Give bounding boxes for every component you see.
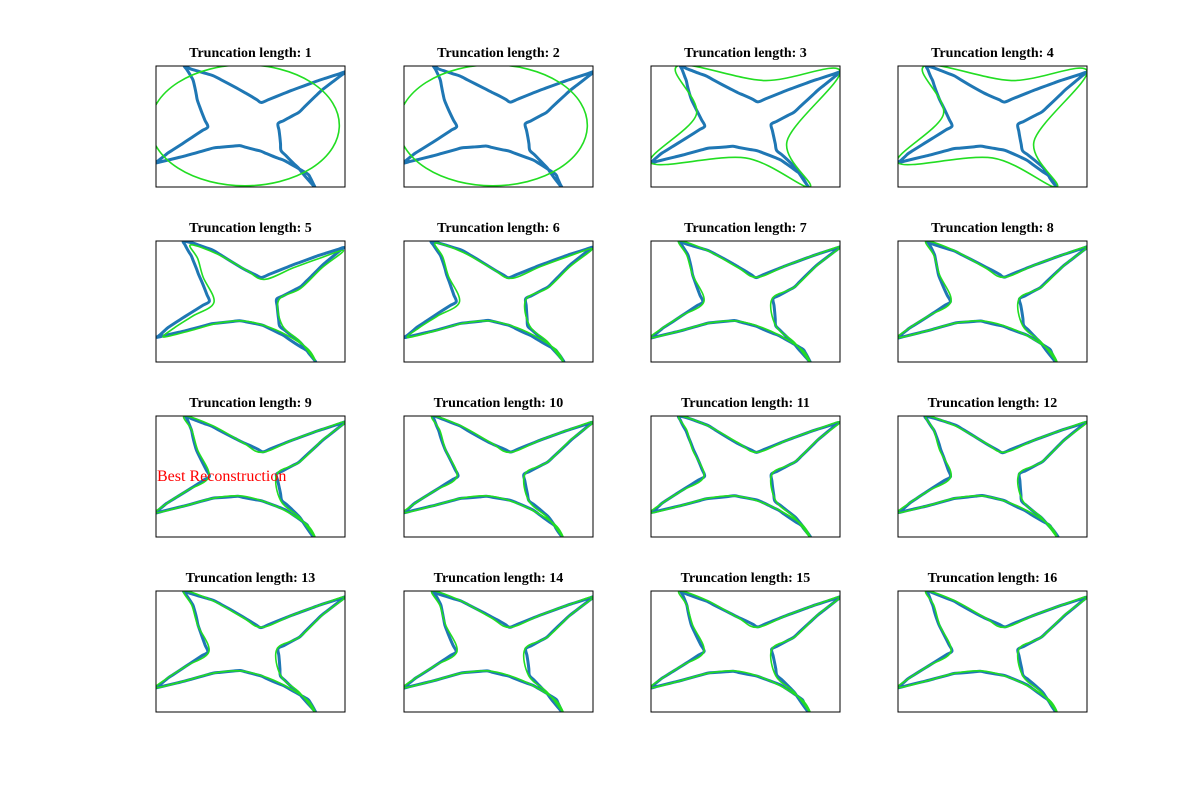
plot-area <box>404 66 593 187</box>
subplot-panel: Truncation length: 13 <box>155 571 346 713</box>
plot-area <box>898 241 1087 362</box>
reconstruction-line <box>404 66 589 187</box>
reconstruction-line <box>651 591 840 712</box>
reconstruction-line <box>898 241 1087 362</box>
plot-area <box>404 591 593 712</box>
reconstruction-line <box>162 244 345 361</box>
subplot-grid: Truncation length: 1 Truncation length: 2… <box>155 46 1088 713</box>
subplot-panel: Truncation length: 6 <box>403 221 594 363</box>
subplot-panel: Truncation length: 4 <box>897 46 1088 188</box>
panel-title: Truncation length: 15 <box>681 571 811 586</box>
subplot-panel: Truncation length: 9 Best Reconstruction <box>155 396 346 538</box>
panel-title: Truncation length: 12 <box>928 396 1058 411</box>
axes-box <box>897 415 1088 538</box>
panel-title: Truncation length: 14 <box>434 571 564 586</box>
original-contour-line <box>898 66 1087 187</box>
axes-box <box>650 590 841 713</box>
axes-box <box>155 415 346 538</box>
subplot-panel: Truncation length: 15 <box>650 571 841 713</box>
plot-area <box>404 241 593 362</box>
panel-title: Truncation length: 3 <box>684 46 807 61</box>
axes-box <box>403 240 594 363</box>
panel-title: Truncation length: 4 <box>931 46 1054 61</box>
panel-title: Truncation length: 1 <box>189 46 312 61</box>
subplot-panel: Truncation length: 10 <box>403 396 594 538</box>
axes-box <box>897 240 1088 363</box>
best-reconstruction-annotation: Best Reconstruction <box>157 468 286 485</box>
panel-title: Truncation length: 10 <box>434 396 564 411</box>
axes-box <box>155 65 346 188</box>
plot-area <box>898 591 1087 712</box>
panel-title: Truncation length: 5 <box>189 221 312 236</box>
plot-area <box>404 416 593 537</box>
axes-box <box>403 65 594 188</box>
reconstruction-line <box>404 591 593 712</box>
plot-area <box>898 416 1087 537</box>
subplot-panel: Truncation length: 12 <box>897 396 1088 538</box>
reconstruction-line <box>156 591 345 712</box>
plot-area <box>651 416 840 537</box>
panel-title: Truncation length: 8 <box>931 221 1054 236</box>
reconstruction-line <box>156 416 345 537</box>
plot-area <box>651 241 840 362</box>
panel-title: Truncation length: 7 <box>684 221 807 236</box>
reconstruction-line <box>404 416 593 537</box>
axes-box <box>403 415 594 538</box>
plot-area <box>156 241 345 362</box>
reconstruction-line <box>651 241 840 362</box>
subplot-panel: Truncation length: 7 <box>650 221 841 363</box>
original-contour-line <box>404 66 593 187</box>
axes-box <box>650 415 841 538</box>
axes-box <box>897 590 1088 713</box>
axes-box <box>155 240 346 363</box>
panel-title: Truncation length: 13 <box>186 571 316 586</box>
axes-box <box>650 240 841 363</box>
plot-area <box>156 416 345 537</box>
panel-title: Truncation length: 6 <box>437 221 560 236</box>
subplot-panel: Truncation length: 3 <box>650 46 841 188</box>
plot-area <box>156 66 345 187</box>
panel-title: Truncation length: 9 <box>189 396 312 411</box>
reconstruction-line <box>406 242 593 362</box>
subplot-panel: Truncation length: 1 <box>155 46 346 188</box>
original-contour-line <box>651 66 840 187</box>
subplot-panel: Truncation length: 11 <box>650 396 841 538</box>
subplot-panel: Truncation length: 2 <box>403 46 594 188</box>
original-contour-line <box>156 66 345 187</box>
axes-box <box>897 65 1088 188</box>
axes-box <box>155 590 346 713</box>
reconstruction-line <box>898 416 1087 537</box>
subplot-panel: Truncation length: 5 <box>155 221 346 363</box>
axes-box <box>403 590 594 713</box>
plot-area <box>651 591 840 712</box>
reconstruction-line <box>156 66 341 187</box>
panel-title: Truncation length: 2 <box>437 46 560 61</box>
panel-title: Truncation length: 16 <box>928 571 1058 586</box>
subplot-panel: Truncation length: 16 <box>897 571 1088 713</box>
panel-title: Truncation length: 11 <box>681 396 810 411</box>
reconstruction-line <box>651 416 840 537</box>
plot-area <box>156 591 345 712</box>
subplot-panel: Truncation length: 8 <box>897 221 1088 363</box>
reconstruction-line <box>898 591 1087 712</box>
subplot-panel: Truncation length: 14 <box>403 571 594 713</box>
axes-box <box>650 65 841 188</box>
